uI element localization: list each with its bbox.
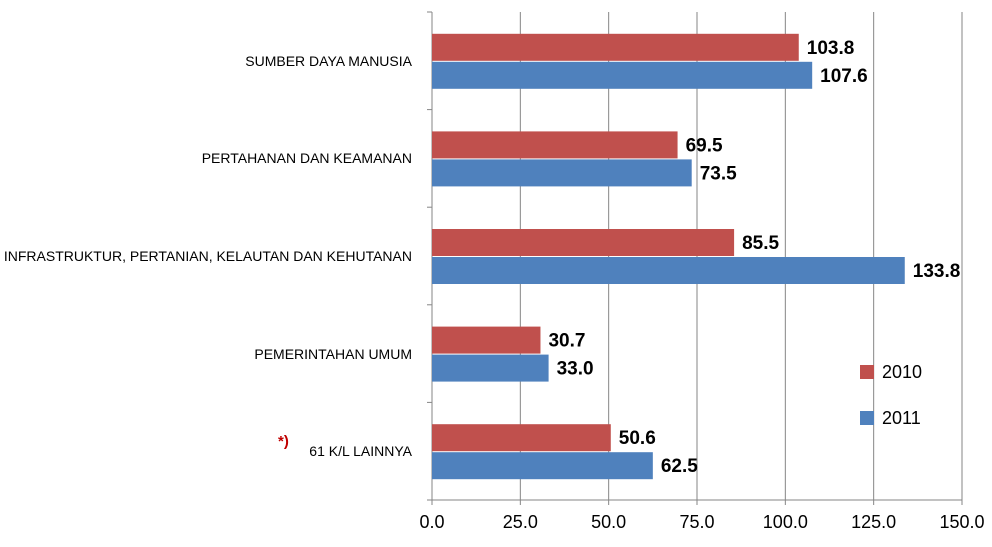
category-box: 61 K/L LAINNYA xyxy=(2,421,412,481)
category-box: INFRASTRUKTUR, PERTANIAN, KELAUTAN DAN K… xyxy=(2,226,412,286)
data-label: 30.7 xyxy=(548,331,585,352)
y-tick-label: 61 K/L LAINNYA xyxy=(309,443,412,460)
x-tick-label: 100.0 xyxy=(763,512,808,532)
bar xyxy=(432,354,549,382)
data-label: 50.6 xyxy=(619,428,656,449)
y-tick-label: PERTAHANAN DAN KEAMANAN xyxy=(201,150,412,167)
bar xyxy=(432,33,799,61)
x-tick-label: 0.0 xyxy=(419,512,444,532)
legend-swatch xyxy=(860,411,874,425)
data-label: 62.5 xyxy=(661,456,698,477)
x-tick-label: 75.0 xyxy=(679,512,714,532)
legend-swatch xyxy=(860,365,874,379)
x-tick-label: 150.0 xyxy=(939,512,984,532)
annotation: *) xyxy=(278,433,289,451)
data-label: 85.5 xyxy=(742,233,779,254)
bar xyxy=(432,131,678,159)
y-tick-label: SUMBER DAYA MANUSIA xyxy=(245,52,412,69)
x-tick-label: 125.0 xyxy=(851,512,896,532)
bar xyxy=(432,326,541,354)
x-tick-label: 25.0 xyxy=(503,512,538,532)
legend-label: 2010 xyxy=(882,362,922,382)
data-label: 103.8 xyxy=(807,38,855,59)
bar xyxy=(432,159,692,187)
y-tick-label: PEMERINTAHAN UMUM xyxy=(254,345,412,362)
bar xyxy=(432,229,735,256)
data-label: 33.0 xyxy=(557,359,594,380)
y-tick-label: INFRASTRUKTUR, PERTANIAN, KELAUTAN DAN K… xyxy=(3,248,412,264)
legend-label: 2011 xyxy=(882,408,921,428)
data-label: 133.8 xyxy=(913,261,961,282)
bar xyxy=(432,257,905,284)
category-box: PEMERINTAHAN UMUM xyxy=(2,324,412,384)
bar xyxy=(432,61,813,89)
data-label: 69.5 xyxy=(686,135,723,156)
bar xyxy=(432,452,653,480)
data-label: 107.6 xyxy=(820,66,868,87)
bar xyxy=(432,424,611,452)
x-tick-label: 50.0 xyxy=(591,512,626,532)
data-label: 73.5 xyxy=(700,163,737,184)
category-box: SUMBER DAYA MANUSIA xyxy=(2,31,412,91)
category-box: PERTAHANAN DAN KEAMANAN xyxy=(2,128,412,188)
